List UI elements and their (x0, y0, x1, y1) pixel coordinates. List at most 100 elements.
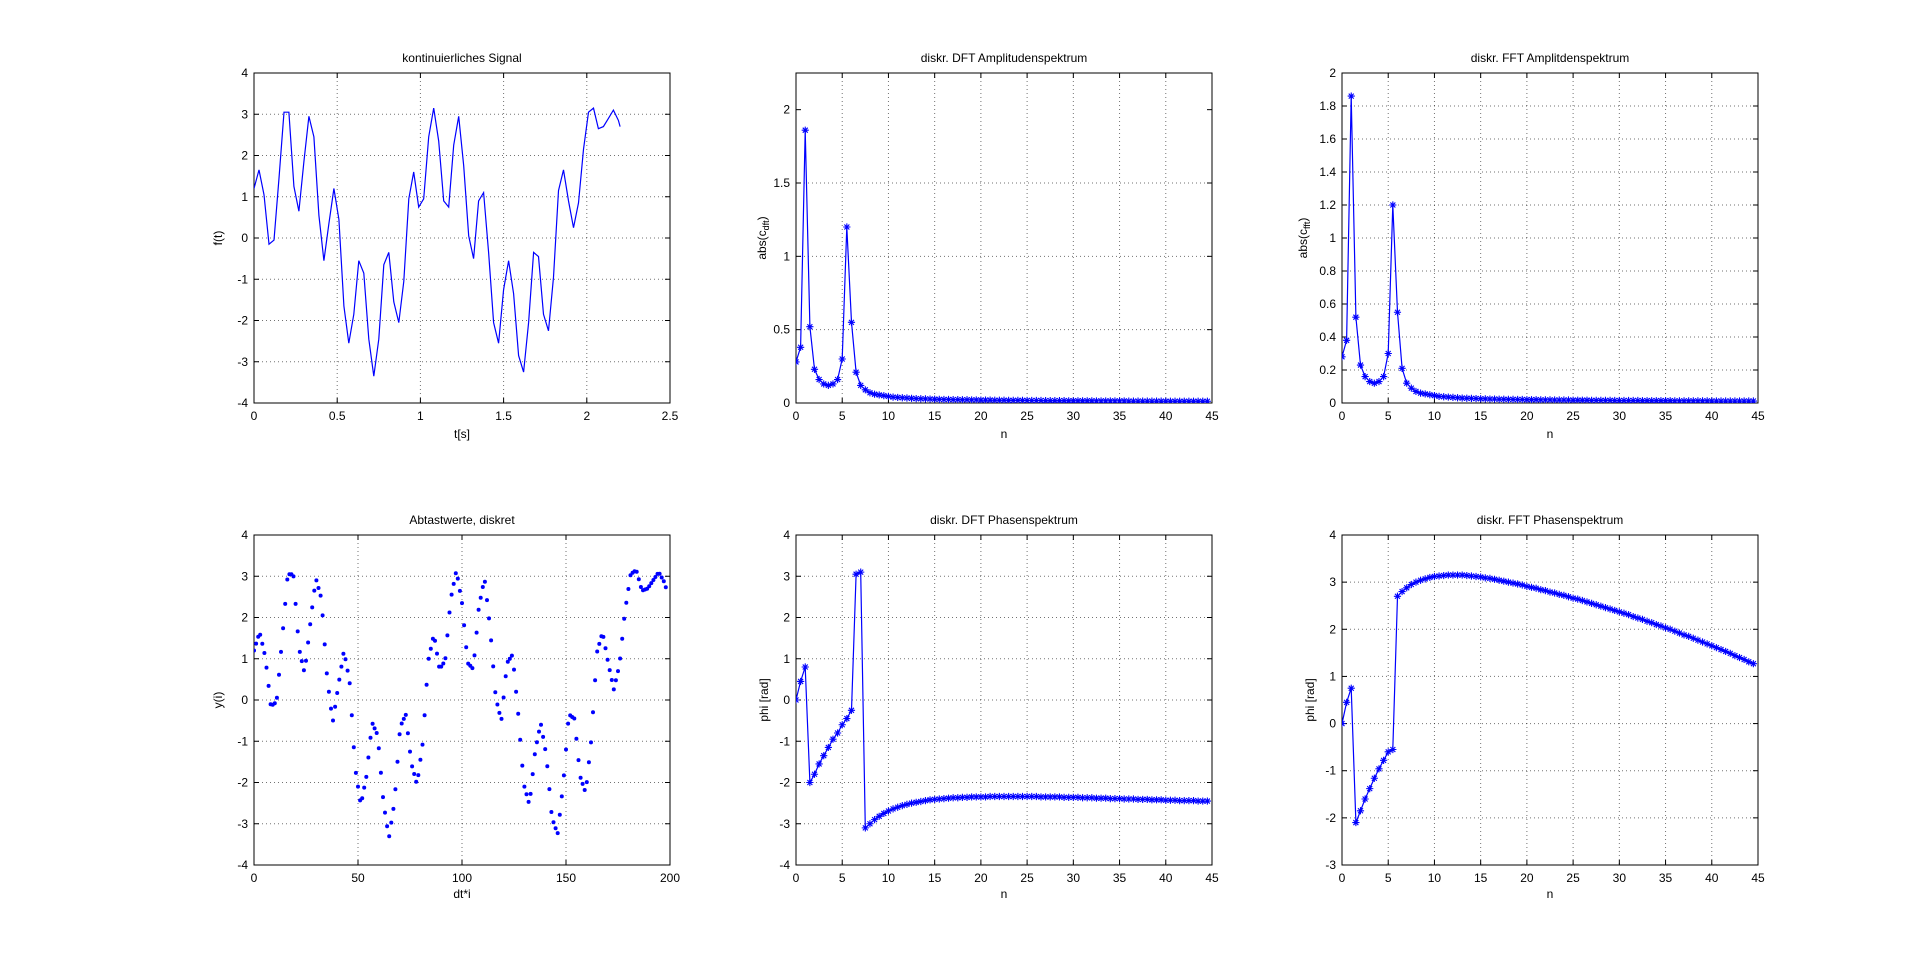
data-point (653, 575, 658, 579)
data-point (1398, 587, 1406, 596)
data-point (820, 380, 828, 388)
y-tick-label: -2 (1325, 811, 1336, 825)
data-point (810, 770, 819, 778)
data-point (1389, 201, 1397, 209)
data-point (591, 710, 595, 715)
data-point (258, 632, 263, 637)
data-point (1023, 792, 1031, 801)
data-point (958, 396, 966, 403)
data-point (1407, 580, 1415, 589)
data-point (634, 569, 639, 574)
data-point (1055, 793, 1064, 801)
y-axis-label-suffix: ) (1296, 218, 1310, 222)
data-point (647, 584, 652, 589)
plot-area (795, 72, 1213, 404)
data-point (557, 812, 562, 817)
data-point (1458, 571, 1466, 579)
data-point (580, 781, 585, 786)
data-point (1014, 396, 1022, 403)
data-point (412, 772, 417, 776)
series-layer (254, 107, 621, 377)
data-point (1352, 818, 1360, 827)
data-point (574, 736, 579, 741)
data-point (1005, 396, 1013, 403)
data-point (801, 663, 809, 671)
data-point (393, 787, 398, 792)
data-point (539, 722, 543, 727)
data-point (1023, 396, 1031, 403)
data-point (1477, 573, 1485, 581)
data-point (1490, 575, 1499, 583)
y-tick-label: 1.8 (1319, 99, 1336, 113)
y-tick-label: 0.8 (1319, 264, 1336, 278)
data-point (304, 658, 308, 663)
data-point (1694, 397, 1702, 403)
data-point (1180, 397, 1188, 403)
data-point (1574, 595, 1582, 603)
data-point (1366, 377, 1374, 386)
data-point (1380, 373, 1388, 381)
data-point (649, 581, 654, 586)
data-point (1398, 364, 1406, 372)
data-point (1426, 573, 1434, 582)
data-point (447, 610, 452, 615)
data-point (1583, 598, 1591, 606)
data-point (1726, 397, 1734, 403)
data-point (661, 579, 666, 584)
data-point (605, 657, 610, 662)
plot-title: diskr. FFT Phasenspektrum (1477, 513, 1624, 527)
data-point (279, 649, 283, 654)
y-tick-label: 1 (783, 249, 790, 263)
data-point (1583, 396, 1591, 403)
data-point (337, 677, 342, 682)
data-point (1060, 793, 1068, 801)
data-point (1083, 397, 1091, 403)
subplot-fft-phase: diskr. FFT Phasenspektrum n phi [rad] 0 5… (1303, 513, 1765, 901)
data-point (1366, 785, 1374, 793)
data-point (433, 638, 437, 643)
data-point (1078, 397, 1087, 403)
data-point (1675, 629, 1684, 637)
data-point (1467, 394, 1476, 402)
x-tick-label: 0 (1339, 871, 1346, 885)
data-point (480, 585, 485, 589)
data-point (1134, 795, 1142, 804)
data-point (512, 667, 516, 672)
data-point (391, 806, 396, 811)
data-point (1638, 397, 1647, 403)
data-point (1092, 794, 1101, 802)
y-tick-label: 1 (783, 652, 790, 666)
data-point (1356, 807, 1365, 815)
data-point (376, 746, 381, 751)
data-point (940, 794, 948, 803)
x-tick-label: 20 (974, 871, 988, 885)
data-point (1440, 571, 1448, 580)
data-point (894, 803, 902, 811)
data-point (1611, 396, 1619, 403)
data-point (1139, 795, 1147, 804)
data-point (1537, 396, 1545, 403)
data-point (1162, 397, 1170, 403)
data-point (528, 791, 533, 796)
data-point (1157, 796, 1165, 804)
data-point (1000, 396, 1008, 403)
data-point (1551, 396, 1559, 403)
data-point (584, 780, 589, 785)
data-point (880, 809, 888, 818)
data-point (416, 773, 421, 778)
data-point (349, 713, 354, 718)
data-point (264, 665, 269, 670)
data-point (333, 704, 338, 709)
y-tick-label: -4 (237, 396, 248, 410)
x-tick-label: 25 (1020, 871, 1034, 885)
data-point (1569, 396, 1577, 403)
data-point (1185, 797, 1193, 805)
data-point (1453, 394, 1462, 402)
data-point (1560, 591, 1568, 599)
data-point (1694, 636, 1702, 644)
data-point (894, 393, 902, 402)
data-point (1546, 588, 1554, 596)
data-point (1685, 632, 1693, 640)
data-point (503, 674, 508, 679)
data-point (339, 664, 344, 669)
